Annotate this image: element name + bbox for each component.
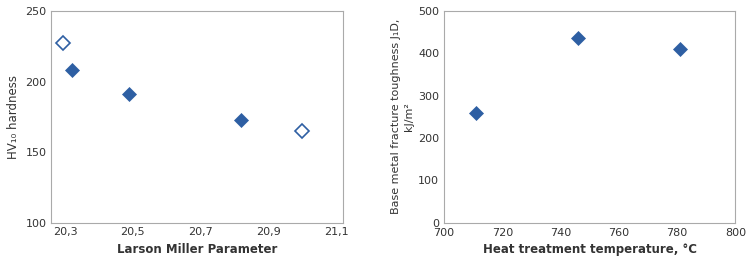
Y-axis label: HV₁₀ hardness: HV₁₀ hardness — [7, 75, 20, 159]
X-axis label: Heat treatment temperature, °C: Heat treatment temperature, °C — [483, 243, 697, 256]
Y-axis label: Base metal fracture toughness J₁D,
kJ/m²: Base metal fracture toughness J₁D, kJ/m² — [391, 19, 414, 215]
X-axis label: Larson Miller Parameter: Larson Miller Parameter — [117, 243, 277, 256]
